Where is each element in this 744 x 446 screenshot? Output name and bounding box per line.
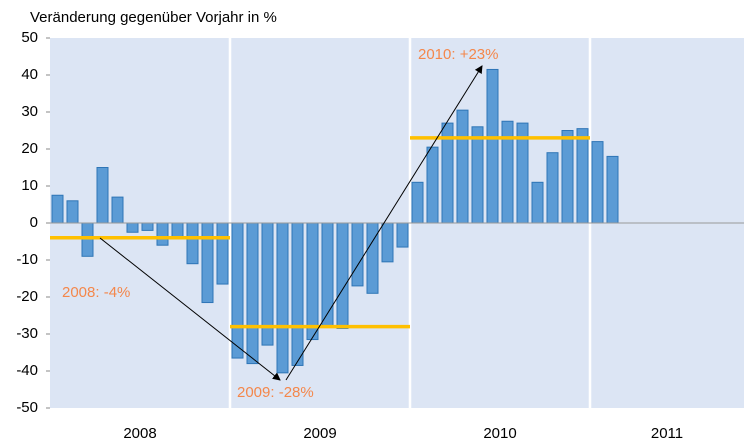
y-tick-label: 40 bbox=[21, 66, 38, 83]
y-tick-label: -30 bbox=[16, 325, 38, 342]
bar bbox=[576, 128, 589, 224]
bar bbox=[426, 146, 439, 224]
arrow bbox=[99, 237, 281, 381]
y-tick-label: 0 bbox=[30, 214, 38, 231]
x-tick-label: 2011 bbox=[651, 425, 683, 441]
bar bbox=[456, 109, 469, 224]
y-tick-label: 20 bbox=[21, 140, 38, 157]
bar bbox=[351, 222, 364, 287]
annotation: 2008: -4% bbox=[62, 284, 130, 301]
y-tick-label: 30 bbox=[21, 103, 38, 120]
bar bbox=[306, 222, 319, 341]
bar bbox=[156, 222, 169, 246]
y-tick-label: -20 bbox=[16, 288, 38, 305]
bar bbox=[381, 222, 394, 263]
bar bbox=[591, 141, 604, 224]
bar bbox=[201, 222, 214, 304]
bar bbox=[531, 181, 544, 224]
bar bbox=[291, 222, 304, 366]
y-tick-label: -40 bbox=[16, 362, 38, 379]
bar bbox=[171, 222, 184, 239]
bar bbox=[396, 222, 409, 248]
bar bbox=[51, 194, 64, 224]
y-tick-label: -50 bbox=[16, 399, 38, 416]
bar bbox=[336, 222, 349, 329]
chart-title: Veränderung gegenüber Vorjahr in % bbox=[30, 9, 277, 26]
bar bbox=[216, 222, 229, 285]
bar bbox=[186, 222, 199, 265]
bar bbox=[561, 130, 574, 224]
bar bbox=[246, 222, 259, 365]
bar bbox=[546, 152, 559, 224]
x-tick-label: 2008 bbox=[123, 425, 156, 441]
bar bbox=[96, 167, 109, 224]
bar bbox=[471, 126, 484, 224]
annotation: 2010: +23% bbox=[418, 46, 499, 63]
y-tick-label: -10 bbox=[16, 251, 38, 268]
y-tick-label: 50 bbox=[21, 29, 38, 46]
bar bbox=[231, 222, 244, 359]
bar bbox=[81, 222, 94, 257]
y-tick-label: 10 bbox=[21, 177, 38, 194]
bar bbox=[486, 68, 499, 224]
annotation: 2009: -28% bbox=[237, 384, 314, 401]
bar bbox=[141, 222, 154, 231]
bar bbox=[111, 196, 124, 224]
bar bbox=[606, 155, 619, 224]
bar bbox=[276, 222, 289, 374]
bar bbox=[321, 222, 334, 328]
bar bbox=[126, 222, 139, 233]
bar bbox=[66, 200, 79, 224]
x-tick-label: 2010 bbox=[483, 425, 516, 441]
x-tick-label: 2009 bbox=[303, 425, 336, 441]
arrow bbox=[285, 65, 483, 381]
bar bbox=[366, 222, 379, 294]
bar bbox=[411, 181, 424, 224]
